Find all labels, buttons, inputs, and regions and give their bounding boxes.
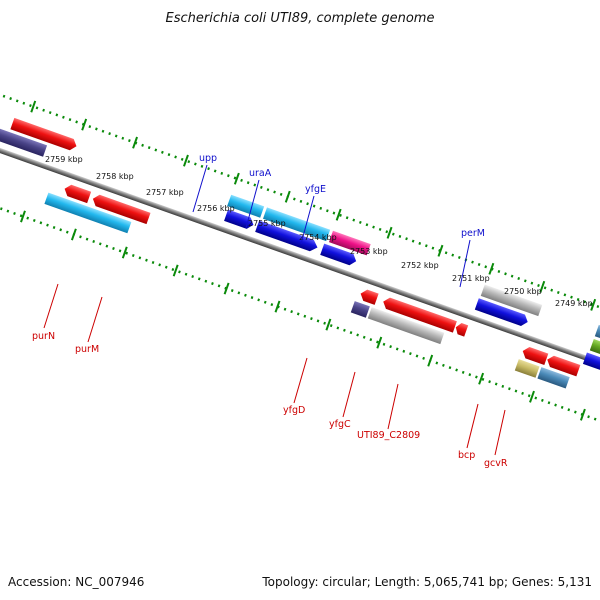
gene-fwd-blue-4 <box>474 298 528 326</box>
gene-bcp <box>522 347 549 365</box>
gene-perM <box>480 284 543 317</box>
label-UTI89_C2809: UTI89_C2809 <box>357 430 420 441</box>
leader-purM <box>87 296 103 343</box>
kbp-label: 2757 kbp <box>146 188 184 197</box>
kbp-label: 2753 kbp <box>350 247 388 256</box>
outer-ruler-ticks <box>30 100 597 311</box>
gene-yfgE <box>328 230 371 256</box>
accession-text: Accession: NC_007946 <box>8 575 144 589</box>
map-title: Escherichia coli UTI89, complete genome <box>166 11 435 26</box>
gene-fwd-purple-1 <box>0 128 48 157</box>
inner-ruler-ticks <box>20 210 586 421</box>
kbp-label: 2759 kbp <box>45 155 83 164</box>
label-purN: purN <box>32 331 55 342</box>
kbp-label: 2755 kbp <box>248 219 286 228</box>
kbp-label: 2754 kbp <box>299 233 337 242</box>
gene-fwd-blue-5 <box>582 352 600 378</box>
kbp-label: 2756 kbp <box>197 204 235 213</box>
kbp-label: 2752 kbp <box>401 261 439 270</box>
gene-rev-cyan-1 <box>44 192 132 234</box>
outer-ruler-tick <box>132 136 138 149</box>
forward-gene-labels: upp uraA yfgE perM <box>192 153 485 288</box>
genome-backbone <box>0 129 600 388</box>
inner-ruler-tick <box>529 390 535 403</box>
outer-ruler-tick <box>183 154 189 167</box>
inner-ruler-tick <box>20 210 26 223</box>
inner-ruler-tick <box>427 354 434 367</box>
gene-rev-red-3 <box>383 297 457 333</box>
leader-upp <box>192 164 208 213</box>
gene-yfgD-head <box>360 289 379 305</box>
gene-fwd-blue-1 <box>224 209 254 229</box>
outer-ruler-tick <box>386 226 393 239</box>
map-track-group <box>0 80 600 438</box>
inner-ruler-tick <box>172 264 179 277</box>
kbp-label: 2751 kbp <box>452 274 490 283</box>
leader-UTI89_C2809 <box>387 383 399 430</box>
gene-fwd-blue-3 <box>320 243 357 266</box>
label-bcp: bcp <box>458 450 475 461</box>
label-upp: upp <box>199 153 217 164</box>
label-uraA: uraA <box>249 168 272 179</box>
inner-ruler-tick <box>223 282 230 295</box>
kbp-labels: 2759 kbp 2758 kbp 2757 kbp 2756 kbp 2755… <box>45 155 593 308</box>
inner-ruler-tick <box>121 246 128 259</box>
leader-gcvR <box>494 409 506 456</box>
outer-ruler-tick <box>233 172 240 185</box>
leader-perM <box>459 239 471 288</box>
outer-ruler-tick <box>539 280 546 293</box>
inner-ruler-tick <box>579 408 586 421</box>
inner-ruler <box>0 181 600 438</box>
summary-text: Topology: circular; Length: 5,065,741 bp… <box>261 575 592 589</box>
label-perM: perM <box>461 228 485 239</box>
gene-fwd-blue-2 <box>255 220 318 252</box>
label-yfgD: yfgD <box>283 405 305 416</box>
label-gcvR: gcvR <box>484 458 508 469</box>
reverse-gene-labels: purN purM yfgD yfgC UTI89_C2809 bcp gcvR <box>32 283 508 469</box>
inner-ruler-tick <box>478 372 485 385</box>
label-purM: purM <box>75 344 99 355</box>
inner-ruler-tick <box>376 336 383 349</box>
gene-yfgD <box>350 301 370 318</box>
label-yfgE: yfgE <box>305 184 326 195</box>
gene-fwd-red-1 <box>10 117 77 151</box>
outer-ruler-tick <box>437 244 444 257</box>
kbp-label: 2758 kbp <box>96 172 134 181</box>
leader-yfgE <box>300 195 315 245</box>
outer-ruler-tick <box>488 262 495 275</box>
gene-rev-red-4 <box>455 322 469 337</box>
outer-ruler-tick <box>335 208 342 221</box>
gene-rev-red-1 <box>64 184 92 204</box>
inner-ruler-tick <box>274 300 281 313</box>
kbp-label: 2749 kbp <box>555 299 593 308</box>
outer-ruler-tick <box>81 118 88 131</box>
leader-bcp <box>466 403 479 449</box>
leader-uraA <box>245 179 260 229</box>
gene-yfgC <box>367 307 445 345</box>
gene-rev-steel-1 <box>537 367 570 389</box>
label-yfgC: yfgC <box>329 419 351 430</box>
outer-ruler <box>0 80 600 337</box>
gene-uraA <box>262 207 331 242</box>
gene-upp <box>227 194 265 218</box>
gene-rev-red-2 <box>92 194 151 225</box>
outer-ruler-tick <box>284 190 291 203</box>
inner-ruler-tick <box>325 318 332 331</box>
outer-ruler-tick <box>30 100 37 113</box>
leader-purN <box>43 283 59 329</box>
gene-rev-olive-1 <box>514 359 540 378</box>
inner-ruler-tick <box>70 228 77 241</box>
leader-yfgD <box>293 357 308 404</box>
leader-yfgC <box>342 371 356 418</box>
gene-gcvR <box>547 355 581 377</box>
outer-ruler-tick <box>590 298 597 311</box>
kbp-label: 2750 kbp <box>504 287 542 296</box>
